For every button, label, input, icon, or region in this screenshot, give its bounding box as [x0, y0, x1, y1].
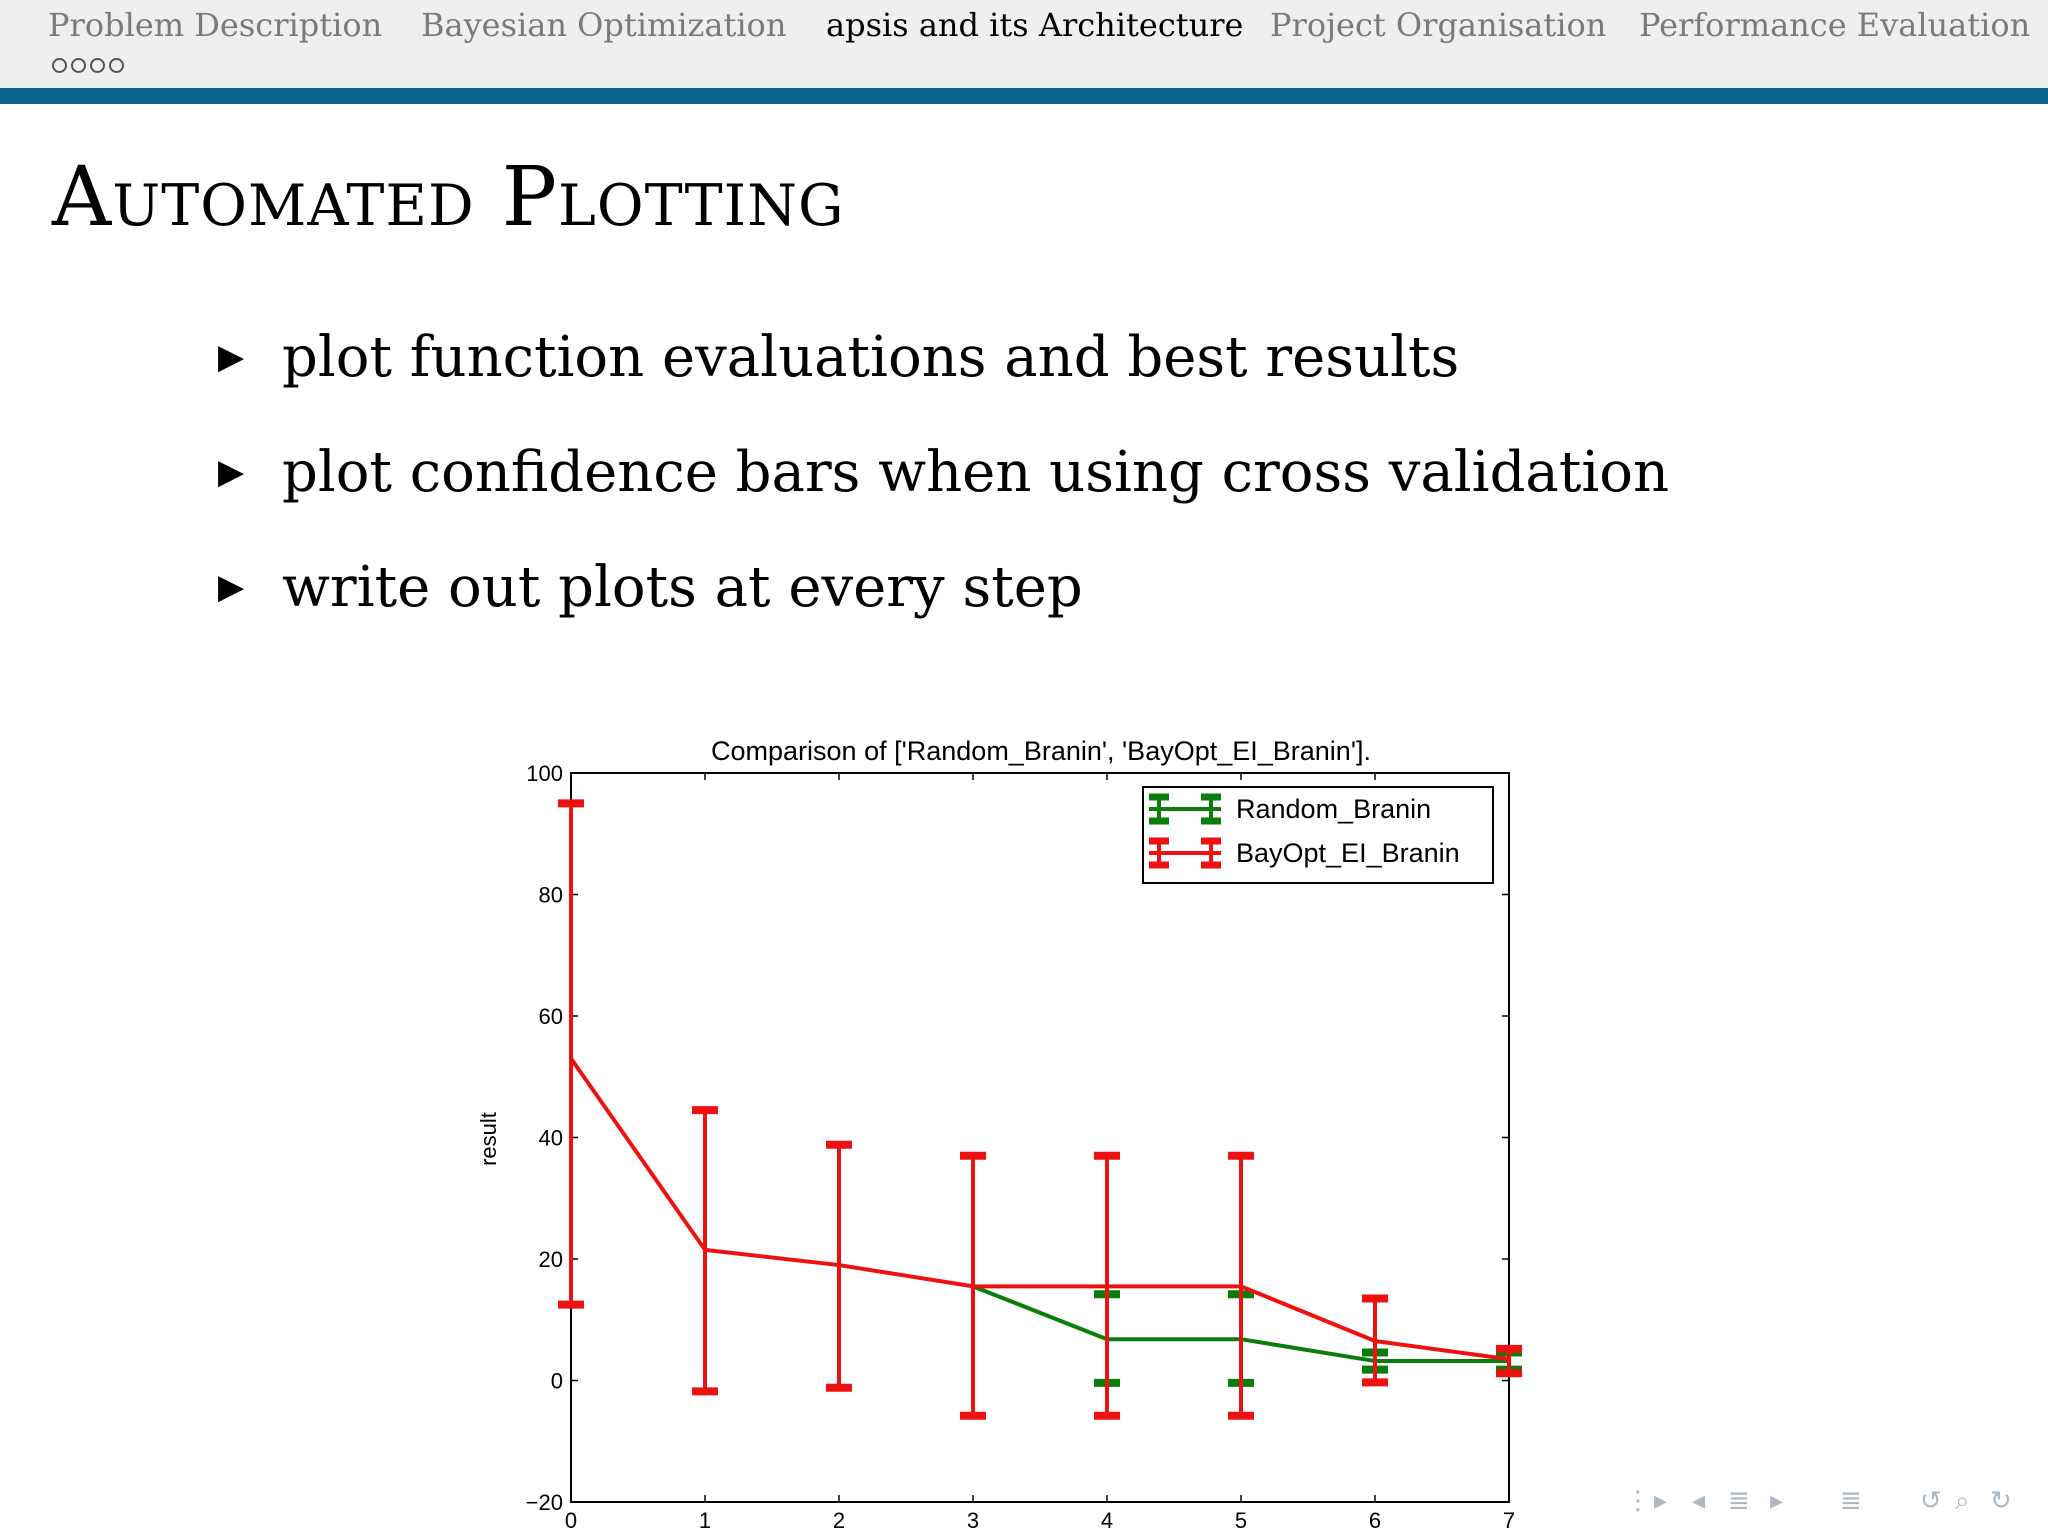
bullet-text: plot function evaluations and best resul…	[282, 325, 1460, 390]
section-icon[interactable]: ≣	[1840, 1486, 1862, 1516]
nav-section-bayesian-optimization[interactable]: Bayesian Optimization	[421, 6, 787, 44]
nav-section-project-organisation[interactable]: Project Organisation	[1270, 6, 1607, 44]
y-axis-label: result	[476, 1112, 501, 1166]
search-icon[interactable]: ⌕	[1955, 1486, 1970, 1516]
beamer-navigation: ⋮ ▸ ◂ ≣ ▸ ≣ ↺ ⌕ ↻	[1620, 1486, 2040, 1526]
bullet-item: ▶ plot confidence bars when using cross v…	[218, 440, 1669, 505]
progress-dot[interactable]	[109, 58, 124, 73]
nav-section-performance-evaluation[interactable]: Performance Evaluation	[1639, 6, 2031, 44]
progress-dot[interactable]	[90, 58, 105, 73]
progress-dot[interactable]	[52, 58, 67, 73]
subsection-icon[interactable]: ≣	[1728, 1486, 1750, 1516]
x-tick-label: 3	[967, 1508, 979, 1533]
y-tick-label: 40	[539, 1126, 563, 1151]
frame-nav-dots-icon[interactable]: ⋮	[1625, 1486, 1651, 1516]
back-icon[interactable]: ↺	[1920, 1486, 1942, 1516]
section-navbar: Problem Description Bayesian Optimizatio…	[0, 0, 2048, 88]
chart-svg: Comparison of ['Random_Branin', 'BayOpt_…	[476, 736, 1522, 1533]
nav-section-apsis-architecture[interactable]: apsis and its Architecture	[826, 6, 1244, 44]
slide-title: Automated Plotting	[52, 150, 845, 245]
bullet-marker-icon: ▶	[218, 452, 245, 492]
subsection-next-icon[interactable]: ▸	[1770, 1486, 1784, 1516]
x-tick-label: 7	[1503, 1508, 1515, 1533]
chart-legend: Random_Branin BayOpt_EI_Branin	[1142, 786, 1494, 884]
x-tick-label: 6	[1369, 1508, 1381, 1533]
series-line-bayopt-ei-branin	[569, 1057, 1510, 1362]
bullet-item: ▶ write out plots at every step	[218, 555, 1083, 620]
y-tick-label: 80	[539, 883, 563, 908]
y-tick-label: 100	[526, 761, 563, 786]
subsection-progress-dots	[52, 58, 128, 76]
x-tick-label: 0	[565, 1508, 577, 1533]
bullet-marker-icon: ▶	[218, 337, 245, 377]
y-tick-label: 0	[551, 1369, 563, 1394]
comparison-chart: Comparison of ['Random_Branin', 'BayOpt_…	[460, 725, 1540, 1536]
legend-label-random-branin: Random_Branin	[1236, 794, 1431, 824]
y-tick-label: 20	[539, 1247, 563, 1272]
chart-title: Comparison of ['Random_Branin', 'BayOpt_…	[711, 736, 1371, 766]
frame-next-icon[interactable]: ▸	[1654, 1486, 1668, 1516]
header-rule	[0, 88, 2048, 104]
forward-icon[interactable]: ↻	[1990, 1486, 2012, 1516]
bullet-text: plot confidence bars when using cross va…	[282, 440, 1670, 505]
bullet-text: write out plots at every step	[282, 555, 1083, 620]
bullet-item: ▶ plot function evaluations and best resu…	[218, 325, 1459, 390]
y-tick-label: −20	[526, 1490, 563, 1515]
x-tick-label: 4	[1101, 1508, 1113, 1533]
subsection-prev-icon[interactable]: ◂	[1692, 1486, 1706, 1516]
progress-dot[interactable]	[71, 58, 86, 73]
nav-section-problem-description[interactable]: Problem Description	[48, 6, 383, 44]
x-tick-label: 5	[1235, 1508, 1247, 1533]
x-tick-label: 2	[833, 1508, 845, 1533]
y-tick-label: 60	[539, 1004, 563, 1029]
bullet-marker-icon: ▶	[218, 567, 245, 607]
legend-label-bayopt-ei-branin: BayOpt_EI_Branin	[1236, 838, 1460, 868]
x-tick-label: 1	[699, 1508, 711, 1533]
